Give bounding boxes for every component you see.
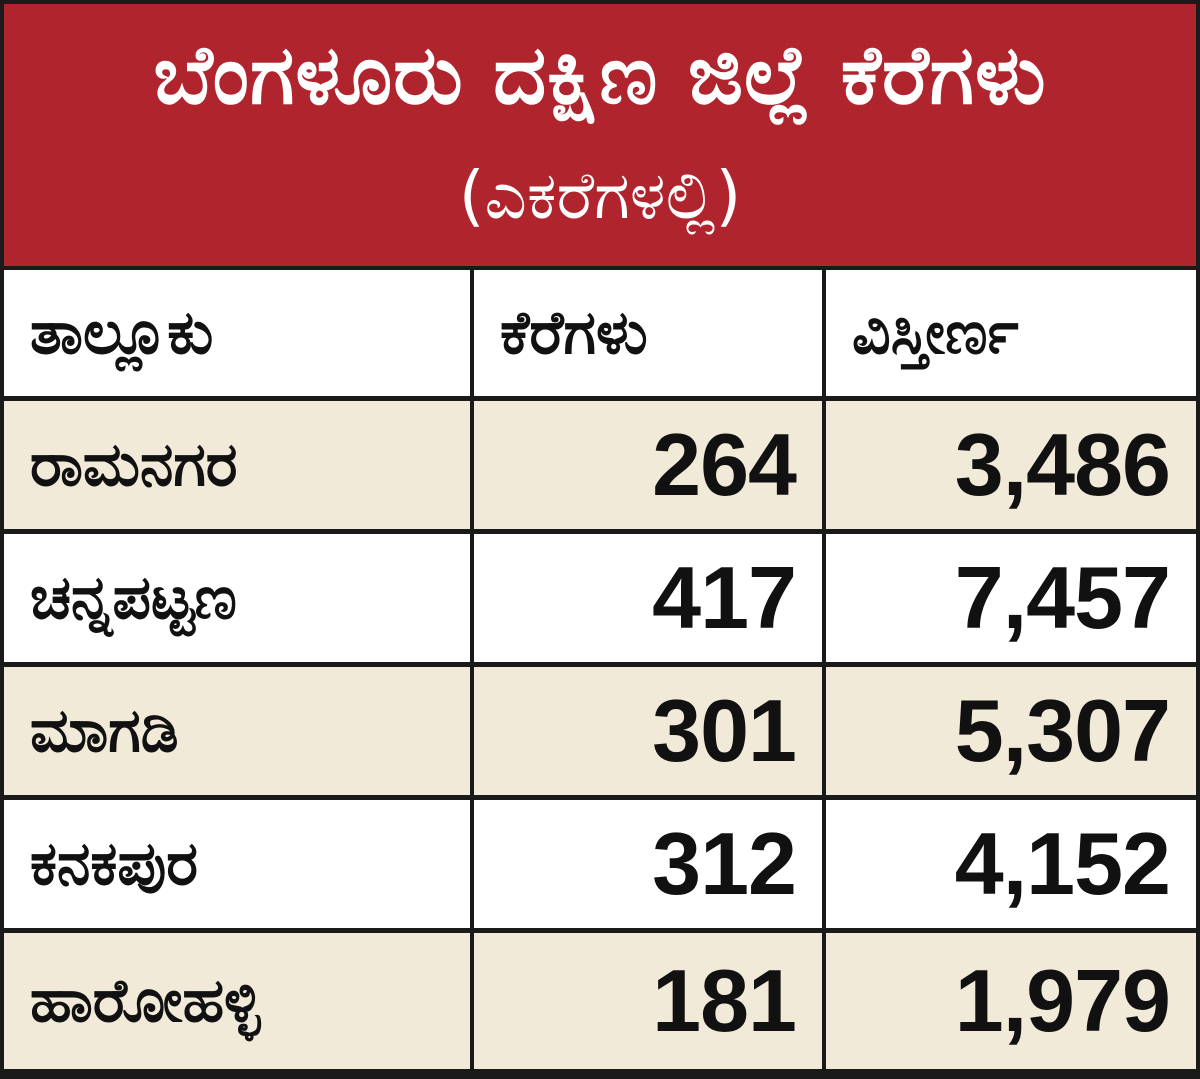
table-row: ಚನ್ನಪಟ್ಟಣ 417 7,457 xyxy=(4,534,1196,667)
taluk-cell: ಹಾರೋಹಳ್ಳಿ xyxy=(4,933,474,1069)
column-header-taluk: ತಾಲ್ಲೂಕು xyxy=(4,270,474,401)
taluk-cell: ಮಾಗಡಿ xyxy=(4,667,474,800)
table-row: ಹಾರೋಹಳ್ಳಿ 181 1,979 xyxy=(4,933,1196,1069)
taluk-cell: ರಾಮನಗರ xyxy=(4,401,474,534)
taluk-cell: ಕನಕಪುರ xyxy=(4,800,474,933)
header-banner: ಬೆಂಗಳೂರು ದಕ್ಷಿಣ ಜಿಲ್ಲೆ ಕೆರೆಗಳು (ಎಕರೆಗಳಲ್… xyxy=(4,4,1196,266)
table-row: ಕನಕಪುರ 312 4,152 xyxy=(4,800,1196,933)
area-cell: 3,486 xyxy=(826,401,1196,534)
table-row: ರಾಮನಗರ 264 3,486 xyxy=(4,401,1196,534)
lakes-count-cell: 181 xyxy=(474,933,826,1069)
column-header-area: ವಿಸ್ತೀರ್ಣ xyxy=(826,270,1196,401)
area-cell: 4,152 xyxy=(826,800,1196,933)
page-title: ಬೆಂಗಳೂರು ದಕ್ಷಿಣ ಜಿಲ್ಲೆ ಕೆರೆಗಳು xyxy=(153,28,1047,123)
column-header-lakes: ಕೆರೆಗಳು xyxy=(474,270,826,401)
lakes-table: ತಾಲ್ಲೂಕು ಕೆರೆಗಳು ವಿಸ್ತೀರ್ಣ ರಾಮನಗರ 264 3,… xyxy=(4,270,1196,1069)
table-row: ಮಾಗಡಿ 301 5,307 xyxy=(4,667,1196,800)
lakes-count-cell: 417 xyxy=(474,534,826,667)
lakes-count-cell: 264 xyxy=(474,401,826,534)
lakes-count-cell: 301 xyxy=(474,667,826,800)
table-header-row: ತಾಲ್ಲೂಕು ಕೆರೆಗಳು ವಿಸ್ತೀರ್ಣ xyxy=(4,270,1196,401)
lakes-count-cell: 312 xyxy=(474,800,826,933)
area-cell: 7,457 xyxy=(826,534,1196,667)
area-cell: 5,307 xyxy=(826,667,1196,800)
taluk-cell: ಚನ್ನಪಟ್ಟಣ xyxy=(4,534,474,667)
area-cell: 1,979 xyxy=(826,933,1196,1069)
page-subtitle: (ಎಕರೆಗಳಲ್ಲಿ) xyxy=(458,157,742,234)
